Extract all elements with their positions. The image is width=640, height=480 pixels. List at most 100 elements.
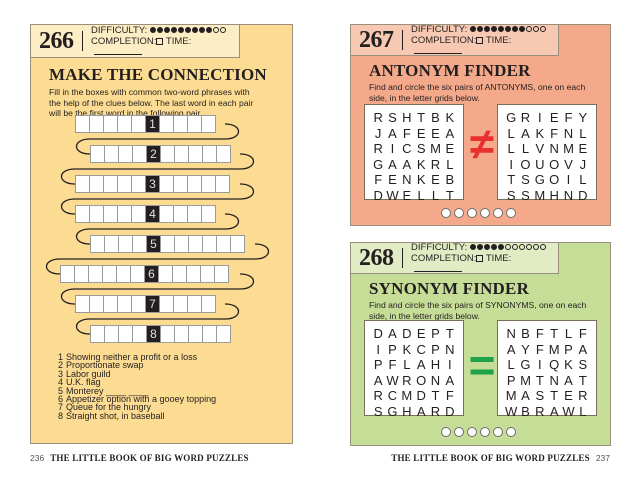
grid-letter[interactable]: D bbox=[578, 187, 588, 203]
grid-letter[interactable]: G bbox=[506, 110, 517, 125]
letter-box[interactable] bbox=[131, 295, 146, 313]
grid-letter[interactable]: N bbox=[563, 125, 574, 141]
grid-letter[interactable]: T bbox=[550, 326, 559, 341]
grid-letter[interactable]: T bbox=[431, 388, 440, 403]
grid-letter[interactable]: C bbox=[387, 388, 398, 403]
answer-circle[interactable] bbox=[493, 208, 503, 218]
letter-box[interactable] bbox=[215, 175, 230, 193]
grid-letter[interactable]: A bbox=[445, 125, 455, 141]
grid-letter[interactable]: R bbox=[430, 403, 441, 419]
letter-box[interactable] bbox=[131, 205, 146, 223]
letter-box[interactable] bbox=[187, 175, 202, 193]
letter-box[interactable] bbox=[173, 175, 188, 193]
grid-letter[interactable]: R bbox=[430, 156, 441, 172]
grid-letter[interactable]: I bbox=[376, 341, 380, 357]
letter-box[interactable] bbox=[74, 265, 89, 283]
letter-box[interactable] bbox=[172, 265, 187, 283]
grid-letter[interactable]: G bbox=[387, 403, 398, 419]
grid-letter[interactable]: G bbox=[520, 357, 531, 372]
letter-box[interactable] bbox=[90, 235, 105, 253]
grid-letter[interactable]: L bbox=[564, 326, 573, 341]
grid-letter[interactable]: R bbox=[373, 388, 383, 403]
grid-letter[interactable]: R bbox=[373, 110, 383, 125]
grid-letter[interactable]: L bbox=[507, 141, 515, 156]
grid-letter[interactable]: I bbox=[448, 357, 452, 372]
grid-letter[interactable]: D bbox=[373, 326, 383, 341]
grid-letter[interactable]: H bbox=[430, 357, 441, 372]
letter-box[interactable] bbox=[201, 295, 216, 313]
grid-letter[interactable]: V bbox=[535, 141, 545, 156]
grid-letter[interactable]: B bbox=[521, 326, 530, 341]
letter-box[interactable] bbox=[132, 145, 147, 163]
grid-letter[interactable]: O bbox=[520, 156, 531, 172]
letter-box[interactable] bbox=[160, 145, 175, 163]
letter-box[interactable] bbox=[159, 115, 174, 133]
grid-letter[interactable]: L bbox=[579, 125, 587, 141]
letter-box[interactable] bbox=[90, 145, 105, 163]
grid-letter[interactable]: I bbox=[566, 172, 571, 187]
grid-letter[interactable]: A bbox=[521, 125, 530, 141]
grid-letter[interactable]: L bbox=[431, 187, 440, 203]
letter-box[interactable] bbox=[89, 295, 104, 313]
grid-letter[interactable]: S bbox=[521, 187, 530, 203]
grid-letter[interactable]: E bbox=[564, 388, 573, 403]
grid-letter[interactable]: I bbox=[538, 110, 542, 125]
letter-box[interactable] bbox=[160, 235, 175, 253]
grid-letter[interactable]: R bbox=[373, 141, 383, 156]
grid-letter[interactable]: A bbox=[388, 326, 397, 341]
grid-letter[interactable]: D bbox=[416, 388, 426, 403]
grid-letter[interactable]: H bbox=[402, 403, 412, 419]
grid-letter[interactable]: N bbox=[506, 326, 516, 341]
grid-letter[interactable]: L bbox=[446, 156, 454, 172]
grid-letter[interactable]: P bbox=[431, 341, 440, 357]
grid-letter[interactable]: E bbox=[431, 172, 440, 187]
grid-letter[interactable]: O bbox=[549, 172, 560, 187]
grid-letter[interactable]: T bbox=[445, 326, 454, 341]
answer-circle[interactable] bbox=[506, 427, 516, 437]
answer-circle[interactable] bbox=[480, 208, 490, 218]
grid-letter[interactable]: P bbox=[564, 341, 573, 357]
letter-box[interactable] bbox=[104, 145, 119, 163]
letter-box[interactable] bbox=[89, 205, 104, 223]
letter-box[interactable] bbox=[187, 115, 202, 133]
grid-letter[interactable]: K bbox=[445, 110, 455, 125]
grid-letter[interactable]: E bbox=[416, 125, 426, 141]
grid-letter[interactable]: R bbox=[402, 372, 412, 388]
letter-box[interactable] bbox=[75, 115, 90, 133]
grid-letter[interactable]: K bbox=[416, 156, 426, 172]
grid-letter[interactable]: S bbox=[578, 357, 588, 372]
completion-checkbox[interactable] bbox=[476, 254, 484, 262]
letter-box[interactable] bbox=[90, 325, 105, 343]
grid-letter[interactable]: M bbox=[548, 341, 560, 357]
letter-box[interactable] bbox=[187, 295, 202, 313]
grid-letter[interactable]: F bbox=[535, 326, 544, 341]
completion-checkbox[interactable] bbox=[156, 37, 164, 45]
grid-letter[interactable]: Y bbox=[578, 110, 588, 125]
grid-letter[interactable]: V bbox=[564, 156, 573, 172]
grid-letter[interactable]: S bbox=[388, 110, 397, 125]
grid-letter[interactable]: M bbox=[563, 141, 574, 156]
grid-letter[interactable]: E bbox=[388, 172, 397, 187]
letter-box[interactable] bbox=[159, 175, 174, 193]
letter-box[interactable] bbox=[116, 265, 131, 283]
grid-letter[interactable]: Y bbox=[521, 341, 530, 357]
grid-letter[interactable]: W bbox=[562, 403, 575, 419]
grid-letter[interactable]: O bbox=[549, 156, 560, 172]
grid-letter[interactable]: F bbox=[402, 125, 411, 141]
grid-letter[interactable]: E bbox=[416, 326, 426, 341]
grid-letter[interactable]: E bbox=[431, 125, 440, 141]
letter-box[interactable] bbox=[188, 235, 203, 253]
letter-box[interactable] bbox=[187, 205, 202, 223]
letter-box[interactable] bbox=[174, 235, 189, 253]
grid-letter[interactable]: K bbox=[416, 172, 426, 187]
grid-letter[interactable]: N bbox=[563, 187, 574, 203]
letter-box[interactable] bbox=[188, 325, 203, 343]
grid-letter[interactable]: A bbox=[506, 341, 516, 357]
letter-box[interactable] bbox=[173, 295, 188, 313]
letter-box[interactable] bbox=[103, 295, 118, 313]
letter-box[interactable] bbox=[132, 235, 147, 253]
letter-box[interactable] bbox=[160, 325, 175, 343]
letter-box[interactable] bbox=[159, 295, 174, 313]
grid-letter[interactable]: F bbox=[535, 341, 544, 357]
